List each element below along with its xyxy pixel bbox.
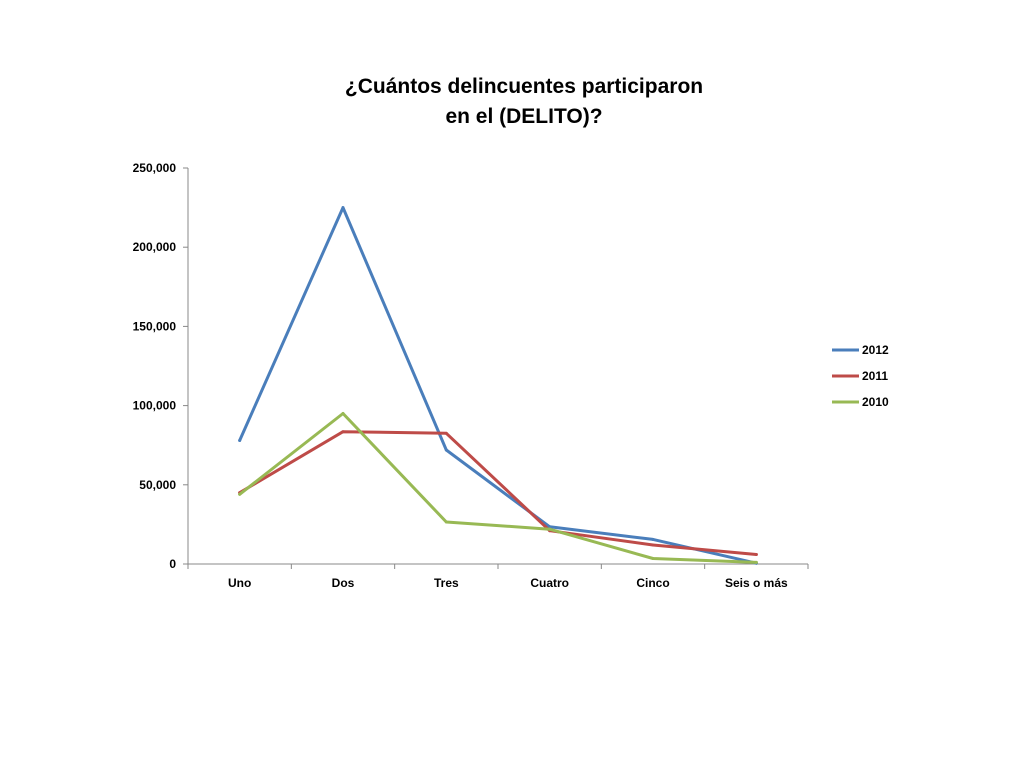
data-point-2010 (444, 520, 448, 524)
data-point-2012 (548, 525, 552, 529)
series-line-2012 (238, 206, 758, 565)
data-point-2012 (651, 537, 655, 541)
data-point-2012 (444, 448, 448, 452)
x-tick-label: Uno (228, 576, 251, 590)
y-tick-label: 50,000 (139, 478, 176, 492)
series-line-2010 (238, 412, 758, 564)
x-tick-label: Tres (434, 576, 459, 590)
x-tick-label: Dos (332, 576, 355, 590)
x-tick-label: Seis o más (725, 576, 788, 590)
data-point-2012 (238, 438, 242, 442)
y-tick-label: 150,000 (133, 319, 177, 333)
data-point-2011 (754, 552, 758, 556)
legend-label-2012: 2012 (862, 343, 889, 357)
y-tick-label: 250,000 (133, 161, 177, 175)
data-point-2010 (238, 492, 242, 496)
legend: 2012 2011 2010 (832, 343, 889, 409)
data-point-2012 (341, 206, 345, 210)
data-point-2010 (754, 560, 758, 564)
chart-title-line-2: en el (DELITO)? (445, 105, 602, 128)
legend-label-2010: 2010 (862, 395, 889, 409)
series-line-2011 (238, 430, 758, 556)
data-point-2010 (548, 527, 552, 531)
y-tick-label: 100,000 (133, 399, 177, 413)
plot-area: 0 50,000 100,000 150,000 200,000 250,000 Uno Do… (133, 161, 809, 590)
chart-title-line-1: ¿Cuántos delincuentes participaron (345, 75, 703, 98)
y-tick-label: 0 (169, 557, 176, 571)
y-tick-label: 200,000 (133, 240, 177, 254)
x-tick-label: Cuatro (530, 576, 569, 590)
data-point-2011 (444, 431, 448, 435)
data-point-2010 (341, 412, 345, 416)
data-point-2010 (651, 556, 655, 560)
legend-label-2011: 2011 (862, 369, 888, 383)
x-tick-label: Cinco (636, 576, 669, 590)
data-point-2011 (341, 430, 345, 434)
data-point-2011 (651, 543, 655, 547)
